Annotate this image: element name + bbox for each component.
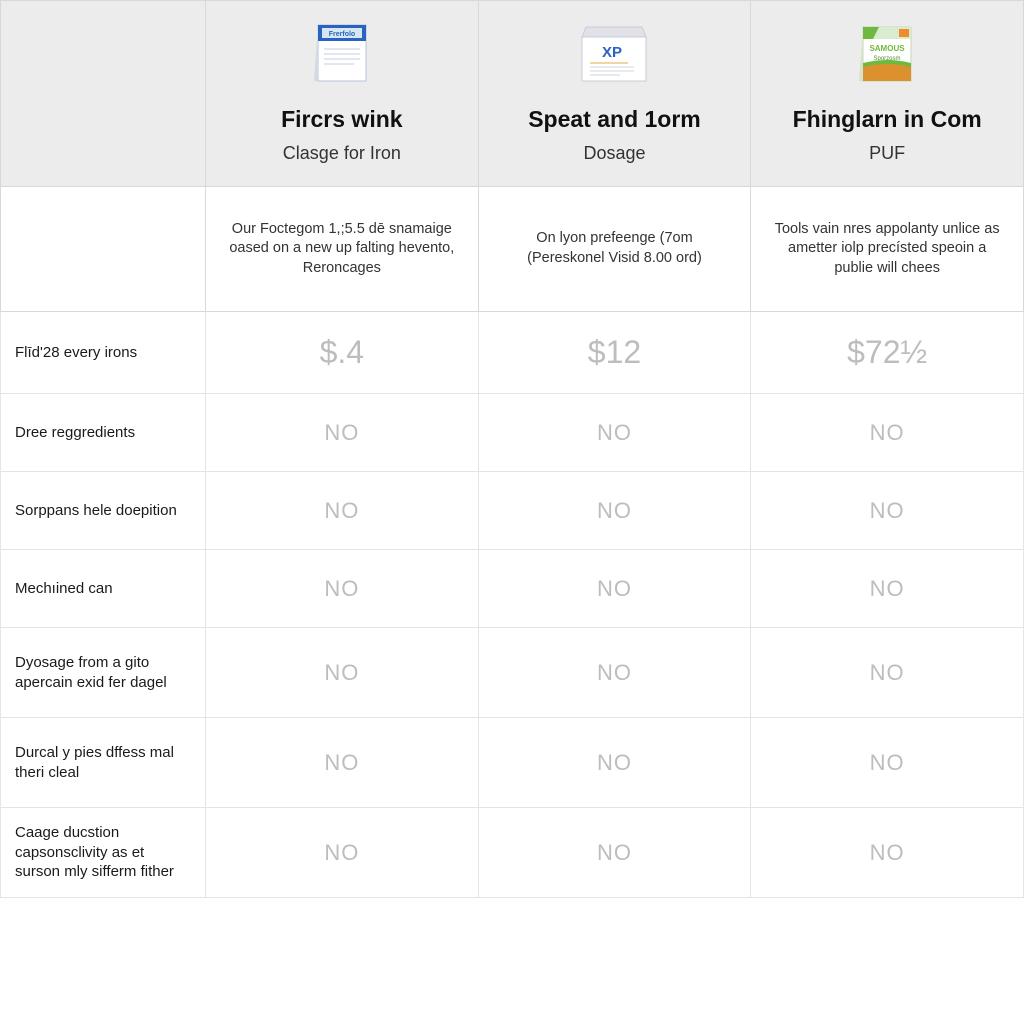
no-value: NO — [870, 576, 905, 601]
svg-text:XP: XP — [602, 44, 622, 61]
product-title: Speat and 1orm — [489, 106, 741, 133]
row-label: Dree reggredients — [1, 394, 206, 472]
no-value: NO — [324, 750, 359, 775]
feature-cell: NO — [751, 472, 1024, 550]
product-subtitle: Clasge for Iron — [216, 143, 468, 164]
product-title: Fhinglarn in Com — [761, 106, 1013, 133]
feature-cell: NO — [206, 472, 479, 550]
no-value: NO — [870, 750, 905, 775]
no-value: NO — [597, 576, 632, 601]
feature-cell: NO — [751, 550, 1024, 628]
row-label: Mechıined can — [1, 550, 206, 628]
feature-cell: NO — [478, 628, 751, 718]
product-title: Fircrs wink — [216, 106, 468, 133]
no-value: NO — [324, 498, 359, 523]
description-row: Our Foctegom 1,;5.5 dē snamaige oased on… — [1, 187, 1024, 312]
price-value: $12 — [588, 334, 641, 370]
product-box-2-icon: XP — [570, 19, 658, 87]
no-value: NO — [597, 498, 632, 523]
description-cell: On lyon prefeenge (7om (Pereskonel Visid… — [478, 187, 751, 312]
feature-cell: NO — [206, 628, 479, 718]
feature-cell: NO — [478, 808, 751, 898]
feature-cell: NO — [751, 394, 1024, 472]
row-label: Sorppans hele doepition — [1, 472, 206, 550]
description-cell: Tools vain nres appolanty unlice as amet… — [751, 187, 1024, 312]
no-value: NO — [324, 420, 359, 445]
feature-row: Dyosage from a gito apercain exid fer da… — [1, 628, 1024, 718]
no-value: NO — [597, 420, 632, 445]
feature-cell: NO — [478, 550, 751, 628]
feature-row: Durcal y pies dffess mal theri cleal NO … — [1, 718, 1024, 808]
feature-cell: NO — [206, 718, 479, 808]
row-label: Durcal y pies dffess mal theri cleal — [1, 718, 206, 808]
table-header-row: Frerfolo Fircrs wink Clasge for Iron XP — [1, 1, 1024, 187]
feature-row: Dree reggredients NO NO NO — [1, 394, 1024, 472]
feature-cell: NO — [751, 628, 1024, 718]
description-label-cell — [1, 187, 206, 312]
no-value: NO — [324, 840, 359, 865]
svg-text:SAMOUS: SAMOUS — [870, 44, 906, 53]
feature-cell: NO — [206, 808, 479, 898]
product-header-1: Frerfolo Fircrs wink Clasge for Iron — [206, 1, 479, 187]
feature-cell: NO — [751, 718, 1024, 808]
feature-cell: NO — [478, 394, 751, 472]
price-cell: $.4 — [206, 312, 479, 394]
svg-text:Frerfolo: Frerfolo — [329, 31, 355, 38]
feature-cell: NO — [478, 718, 751, 808]
product-box-1-icon: Frerfolo — [304, 19, 380, 87]
feature-row: Mechıined can NO NO NO — [1, 550, 1024, 628]
header-empty-cell — [1, 1, 206, 187]
no-value: NO — [597, 660, 632, 685]
price-value: $72½ — [847, 334, 927, 370]
product-box-3-icon: SAMOUS Sporzosm — [849, 19, 925, 87]
product-header-3: SAMOUS Sporzosm Fhinglarn in Com PUF — [751, 1, 1024, 187]
price-value: $.4 — [320, 334, 364, 370]
description-cell: Our Foctegom 1,;5.5 dē snamaige oased on… — [206, 187, 479, 312]
no-value: NO — [597, 750, 632, 775]
price-row: Flīd'28 every irons $.4 $12 $72½ — [1, 312, 1024, 394]
no-value: NO — [324, 660, 359, 685]
no-value: NO — [870, 498, 905, 523]
feature-cell: NO — [206, 550, 479, 628]
feature-cell: NO — [206, 394, 479, 472]
feature-row: Sorppans hele doepition NO NO NO — [1, 472, 1024, 550]
product-subtitle: Dosage — [489, 143, 741, 164]
price-cell: $12 — [478, 312, 751, 394]
no-value: NO — [870, 420, 905, 445]
feature-row: Caage ducstion capsonsclivity as et surs… — [1, 808, 1024, 898]
feature-cell: NO — [478, 472, 751, 550]
no-value: NO — [870, 840, 905, 865]
no-value: NO — [870, 660, 905, 685]
product-header-2: XP Speat and 1orm Dosage — [478, 1, 751, 187]
product-subtitle: PUF — [761, 143, 1013, 164]
row-label: Dyosage from a gito apercain exid fer da… — [1, 628, 206, 718]
feature-cell: NO — [751, 808, 1024, 898]
row-label: Flīd'28 every irons — [1, 312, 206, 394]
comparison-table: Frerfolo Fircrs wink Clasge for Iron XP — [0, 0, 1024, 898]
no-value: NO — [597, 840, 632, 865]
no-value: NO — [324, 576, 359, 601]
price-cell: $72½ — [751, 312, 1024, 394]
row-label: Caage ducstion capsonsclivity as et surs… — [1, 808, 206, 898]
